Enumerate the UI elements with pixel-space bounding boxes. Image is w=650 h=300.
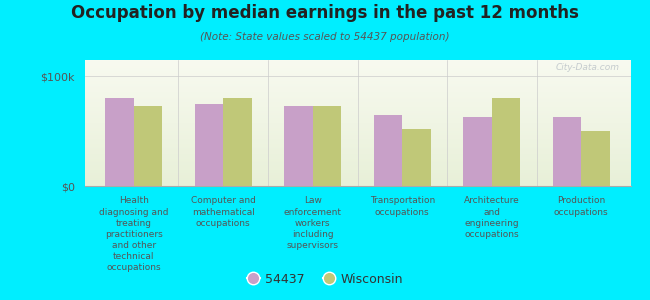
Text: (Note: State values scaled to 54437 population): (Note: State values scaled to 54437 popu…	[200, 32, 450, 41]
Bar	[194, 104, 223, 186]
Bar	[492, 98, 521, 186]
Bar	[105, 98, 134, 186]
Bar	[284, 106, 313, 186]
Bar	[313, 106, 341, 186]
Bar	[552, 117, 581, 186]
Bar	[134, 106, 162, 186]
Bar	[463, 117, 492, 186]
Bar	[374, 115, 402, 186]
Bar	[223, 98, 252, 186]
Text: City-Data.com: City-Data.com	[556, 62, 619, 71]
Bar	[402, 129, 431, 186]
Text: Occupation by median earnings in the past 12 months: Occupation by median earnings in the pas…	[71, 4, 579, 22]
Bar	[581, 131, 610, 186]
Legend: 54437, Wisconsin: 54437, Wisconsin	[242, 268, 408, 291]
